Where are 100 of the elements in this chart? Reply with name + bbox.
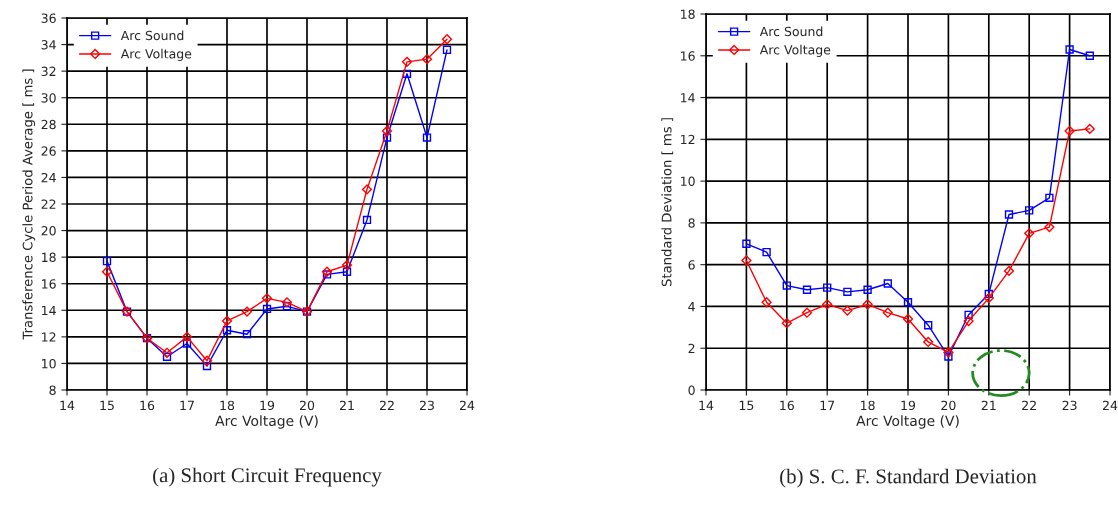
y-tick-label: 16 bbox=[681, 51, 695, 61]
x-tick-label: 21 bbox=[981, 400, 996, 410]
point bbox=[442, 45, 452, 55]
point bbox=[822, 299, 833, 310]
y-tick-label: 4 bbox=[688, 302, 695, 312]
x-tick-label: 21 bbox=[339, 400, 354, 410]
x-tick-label: 20 bbox=[941, 400, 956, 411]
x-tick-label: 23 bbox=[1062, 400, 1077, 411]
x-tick-label: 19 bbox=[901, 400, 916, 411]
x-tick-label: 16 bbox=[780, 400, 794, 411]
y-tick-label: 10 bbox=[42, 358, 56, 369]
y-tick-label: 24 bbox=[41, 172, 56, 183]
point bbox=[863, 285, 872, 294]
point bbox=[1085, 51, 1094, 60]
point bbox=[361, 184, 373, 195]
x-tick-label: 18 bbox=[861, 400, 875, 411]
legend-label: Arc Sound bbox=[120, 30, 184, 41]
point bbox=[781, 318, 792, 329]
point bbox=[1045, 193, 1054, 202]
point bbox=[162, 352, 172, 361]
y-tick-label: 0 bbox=[688, 385, 695, 395]
y-tick-label: 12 bbox=[681, 134, 695, 145]
y-tick-label: 14 bbox=[681, 93, 695, 103]
point bbox=[762, 247, 771, 257]
x-tick-label: 22 bbox=[1022, 400, 1036, 410]
point bbox=[862, 299, 873, 310]
y-tick-label: 20 bbox=[41, 226, 56, 236]
point bbox=[903, 298, 913, 307]
x-tick-label: 15 bbox=[739, 400, 754, 411]
y-tick-label: 22 bbox=[41, 199, 56, 209]
point bbox=[262, 304, 272, 314]
point bbox=[782, 281, 791, 290]
point bbox=[161, 347, 173, 358]
point bbox=[242, 330, 252, 339]
y-tick-label: 36 bbox=[41, 13, 56, 23]
point bbox=[983, 292, 994, 304]
point bbox=[802, 285, 812, 294]
point bbox=[402, 69, 412, 78]
point bbox=[202, 361, 212, 371]
point bbox=[342, 267, 352, 276]
point bbox=[101, 266, 113, 277]
x-tick-label: 19 bbox=[260, 400, 275, 411]
y-tick-label: 16 bbox=[42, 279, 56, 289]
y-tick-label: 18 bbox=[681, 9, 695, 19]
legend-label: Arc Voltage bbox=[759, 44, 831, 57]
point bbox=[382, 133, 392, 142]
y-tick-label: 30 bbox=[41, 93, 56, 103]
y-tick-label: 14 bbox=[42, 305, 56, 316]
point bbox=[1025, 206, 1034, 215]
point bbox=[241, 306, 253, 317]
point bbox=[322, 270, 332, 279]
point bbox=[944, 352, 953, 361]
point bbox=[421, 54, 433, 65]
point bbox=[201, 355, 213, 366]
y-tick-label: 2 bbox=[688, 343, 695, 353]
point bbox=[883, 279, 892, 288]
point bbox=[902, 313, 914, 325]
point bbox=[801, 307, 813, 318]
point bbox=[943, 347, 954, 358]
point bbox=[923, 336, 934, 348]
x-tick-label: 16 bbox=[140, 400, 155, 411]
point bbox=[222, 326, 232, 335]
point bbox=[182, 339, 192, 348]
point bbox=[261, 293, 273, 304]
point bbox=[1004, 210, 1014, 219]
y-tick-label: 8 bbox=[49, 385, 56, 395]
x-tick-label: 24 bbox=[1102, 400, 1118, 410]
point bbox=[761, 297, 772, 308]
point bbox=[963, 315, 974, 327]
point bbox=[842, 305, 853, 316]
point bbox=[924, 321, 933, 330]
point bbox=[381, 125, 393, 137]
y-tick-label: 26 bbox=[41, 146, 56, 156]
point bbox=[102, 256, 112, 266]
x-tick-label: 23 bbox=[419, 400, 434, 411]
point bbox=[221, 315, 233, 327]
text: (a) Short Circuit Frequency bbox=[153, 467, 382, 487]
point bbox=[1003, 265, 1015, 277]
point bbox=[281, 297, 293, 308]
y-axis-title: Standard Deviation [ ms ] bbox=[661, 118, 674, 287]
point bbox=[401, 56, 413, 67]
x-tick-label: 18 bbox=[220, 400, 235, 411]
point bbox=[341, 259, 353, 271]
y-tick-label: 28 bbox=[41, 119, 56, 130]
x-tick-label: 24 bbox=[459, 400, 475, 410]
point bbox=[882, 307, 893, 318]
y-tick-label: 32 bbox=[41, 66, 56, 77]
point bbox=[1044, 221, 1055, 233]
point bbox=[1024, 228, 1035, 239]
x-tick-label: 15 bbox=[100, 400, 114, 411]
text: (b) S. C. F. Standard Deviation bbox=[780, 468, 1037, 488]
x-tick-label: 22 bbox=[379, 400, 394, 410]
y-tick-label: 6 bbox=[688, 260, 695, 270]
point bbox=[1084, 123, 1095, 135]
y-axis-title: Transference Cycle Period Average [ ms ] bbox=[22, 69, 36, 340]
point bbox=[742, 239, 751, 248]
y-tick-label: 10 bbox=[681, 176, 695, 187]
point bbox=[422, 133, 432, 142]
point bbox=[984, 289, 993, 299]
x-tick-label: 14 bbox=[699, 400, 714, 410]
